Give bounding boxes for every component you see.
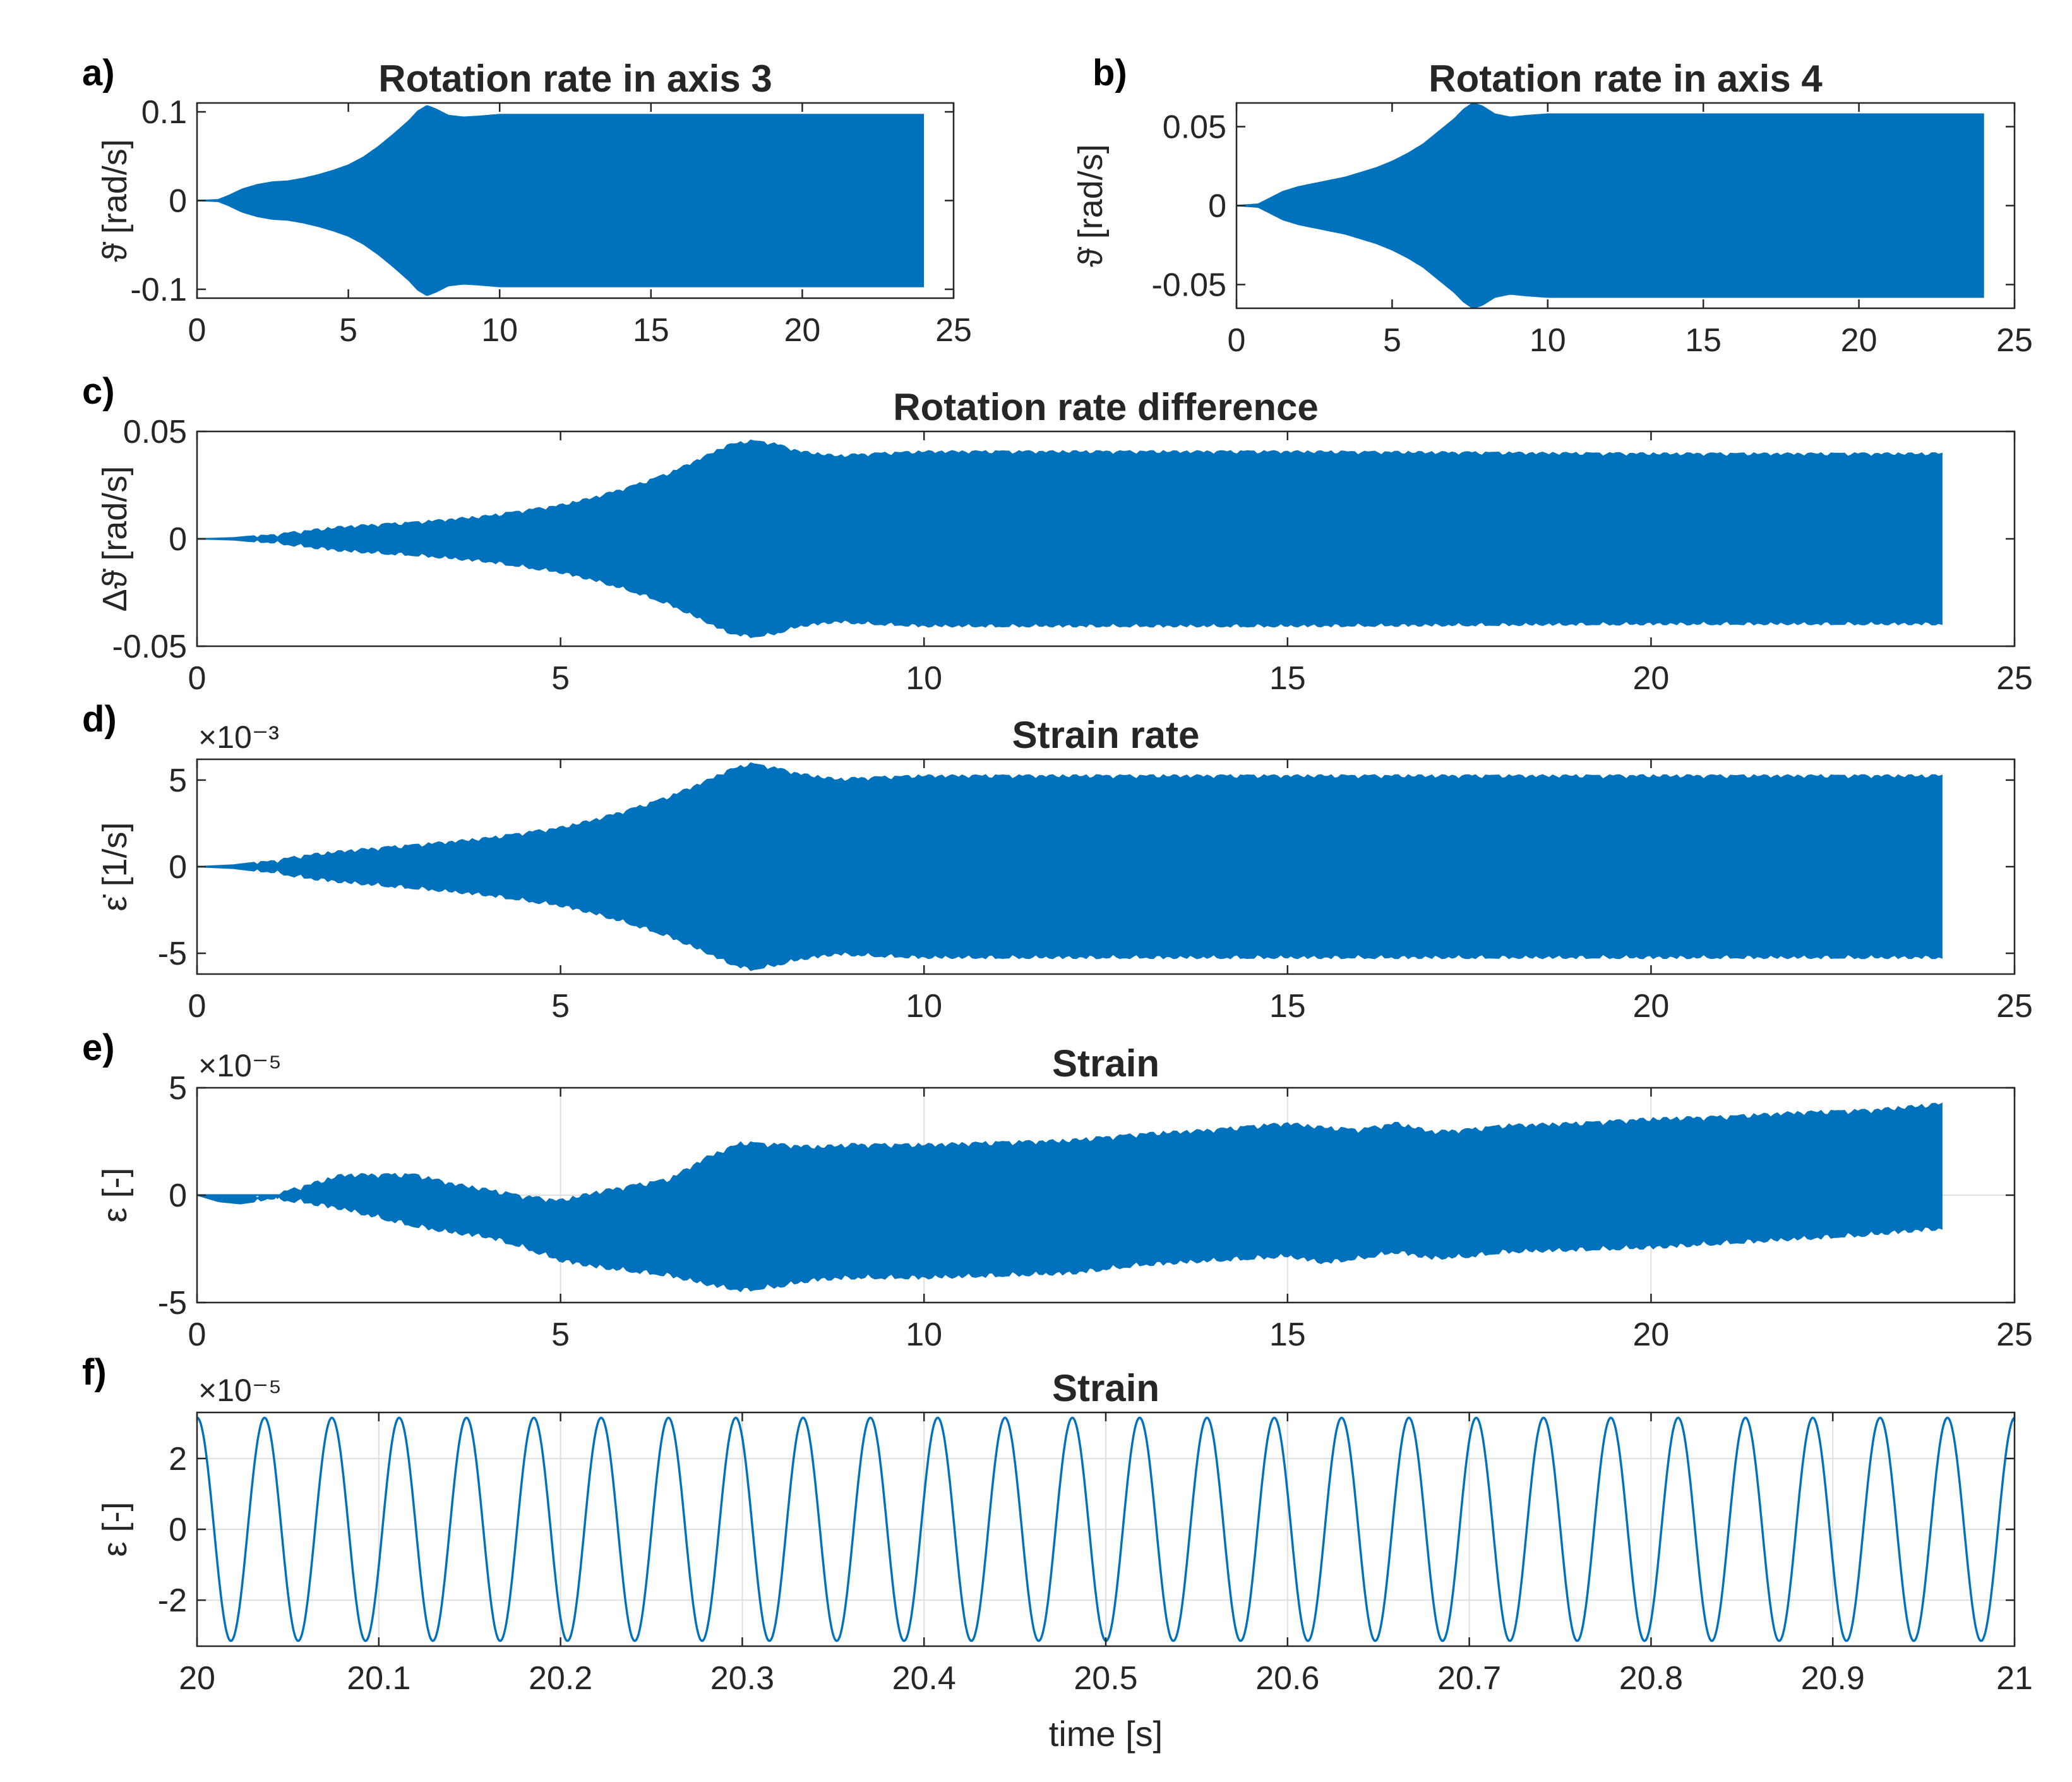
x-tick-label: 20.5 [1074,1660,1137,1697]
x-tick-label: 10 [906,1316,942,1353]
x-tick-label: 10 [1530,322,1566,359]
x-tick-label: 20.1 [347,1660,410,1697]
y-tick-label: -0.05 [1151,267,1226,304]
x-tick-label: 10 [906,660,942,697]
x-tick-label: 25 [1996,988,2033,1025]
y-tick-label: 0.05 [123,414,187,450]
axis-exponent: ×10⁻⁵ [198,1373,282,1408]
y-axis-label: ϑ̇ [rad/s] [1072,144,1110,267]
y-axis-label: ε̇ [1/s] [96,822,134,911]
panel-label: e) [82,1027,115,1068]
panel-label: c) [82,371,115,412]
y-tick-label: 0 [169,183,187,220]
series-c-envelope [197,439,1943,639]
chart-title: Rotation rate difference [893,386,1318,428]
x-tick-label: 20.3 [710,1660,774,1697]
data-layer [197,762,1943,972]
x-tick-label: 0 [188,660,207,697]
y-tick-label: -0.05 [112,629,187,665]
x-axis-label: time [s] [1049,1714,1163,1754]
y-tick-label: -5 [158,936,187,972]
y-tick-label: 5 [169,1070,187,1107]
series-d-envelope [197,762,1943,972]
panel-label: f) [82,1352,107,1393]
x-tick-label: 20.4 [892,1660,956,1697]
x-tick-label: 20.7 [1437,1660,1501,1697]
x-tick-label: 25 [1996,322,2033,359]
y-axis-label: Δϑ̇ [rad/s] [96,466,134,612]
x-tick-label: 10 [481,312,518,349]
chart-title: Rotation rate in axis 3 [378,57,772,100]
y-tick-label: 0 [169,1512,187,1548]
y-tick-label: 0 [1208,188,1226,225]
y-tick-label: -2 [158,1582,187,1619]
x-tick-label: 20.2 [529,1660,592,1697]
x-tick-label: 0 [1228,322,1246,359]
panel-label: a) [82,52,115,93]
y-tick-label: 0 [169,1177,187,1214]
x-tick-label: 25 [1996,1316,2033,1353]
x-tick-label: 5 [551,988,570,1025]
series-b-envelope [1237,103,1984,308]
x-tick-label: 5 [339,312,357,349]
y-axis-label: ε [-] [96,1167,134,1222]
y-tick-label: -0.1 [130,272,187,308]
panel-f: 20 20.1 20.2 20.3 20.4 20.5 20.6 20.7 20.8 20.9 21… [82,1352,2033,1754]
x-tick-label: 20 [179,1660,215,1697]
panel-label: d) [82,699,117,740]
series-e-envelope [197,1102,1943,1292]
x-tick-label: 20.6 [1255,1660,1319,1697]
panel-label: b) [1093,52,1127,93]
x-tick-label: 5 [551,1316,570,1353]
y-tick-label: 0 [169,521,187,558]
y-tick-label: 2 [169,1441,187,1478]
chart-title: Strain [1052,1042,1159,1085]
data-layer [1237,103,1984,308]
x-tick-label: 21 [1996,1660,2033,1697]
x-tick-label: 10 [906,988,942,1025]
x-tick-label: 15 [1685,322,1722,359]
y-axis-label: ϑ̇ [rad/s] [96,139,134,262]
x-tick-label: 20.9 [1801,1660,1865,1697]
axis-exponent: ×10⁻⁵ [198,1048,282,1083]
chart-title: Rotation rate in axis 4 [1428,57,1823,100]
y-tick-label: -5 [158,1285,187,1321]
y-axis-label: ε [-] [96,1502,134,1556]
series-a-envelope [197,105,925,296]
chart-title: Strain rate [1012,714,1200,756]
x-tick-label: 20 [1632,988,1669,1025]
y-tick-label: 0.05 [1163,109,1226,146]
x-tick-label: 20 [1632,660,1669,697]
x-tick-label: 0 [188,988,207,1025]
x-tick-label: 15 [633,312,669,349]
x-tick-label: 25 [1996,660,2033,697]
x-tick-label: 20 [1632,1316,1669,1353]
x-tick-label: 20 [1841,322,1877,359]
chart-title: Strain [1052,1367,1159,1409]
x-tick-label: 20 [784,312,820,349]
x-tick-label: 0 [188,1316,207,1353]
x-tick-label: 15 [1269,988,1306,1025]
x-tick-label: 20.8 [1619,1660,1683,1697]
axis-exponent: ×10⁻³ [198,719,279,755]
data-layer [197,1102,1943,1292]
x-tick-label: 15 [1269,660,1306,697]
y-tick-label: 0 [169,849,187,886]
x-tick-label: 0 [188,312,207,349]
y-tick-label: 5 [169,762,187,799]
x-tick-label: 25 [935,312,972,349]
x-tick-label: 5 [1383,322,1401,359]
x-tick-label: 5 [551,660,570,697]
x-tick-label: 15 [1269,1316,1306,1353]
data-layer [197,105,925,296]
y-tick-label: 0.1 [141,94,187,131]
data-layer [197,439,1943,639]
